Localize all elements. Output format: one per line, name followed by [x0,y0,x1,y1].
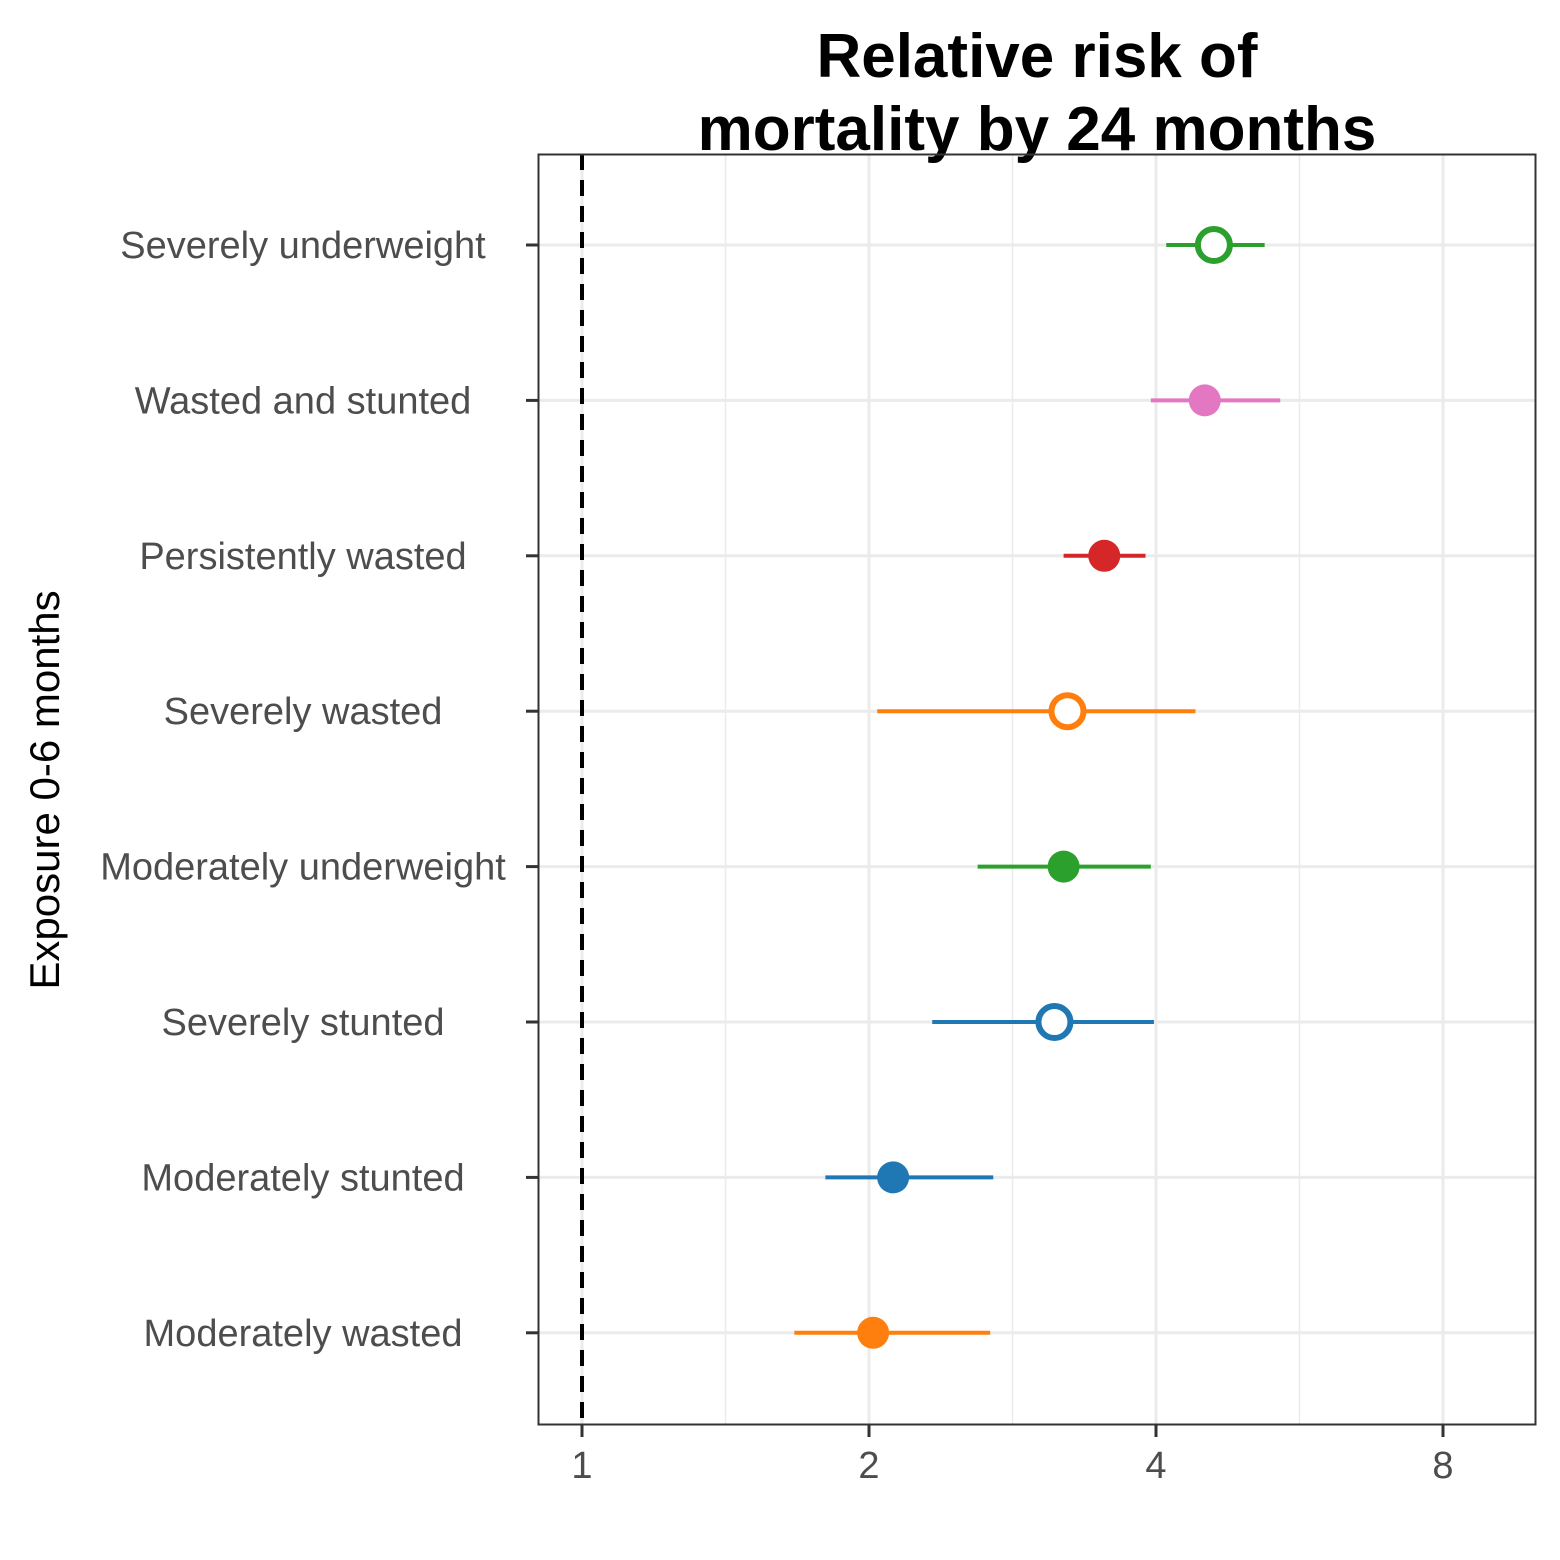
x-axis: 1 2 4 8 [571,1425,1454,1487]
x-tick-label: 8 [1432,1445,1453,1487]
x-tick-label: 1 [571,1445,592,1487]
y-axis: Severely underweight Wasted and stunted Pe… [100,225,538,1355]
plot-panel-border [537,153,1537,1426]
data-marks [794,226,1281,1349]
y-tick-label: Severely wasted [164,691,443,733]
y-tick-label: Wasted and stunted [135,380,472,422]
point-estimate [1047,850,1080,883]
point-estimate [1048,692,1087,731]
y-tick-label: Moderately wasted [144,1313,463,1355]
chart-title-line-1: Relative risk of [816,22,1257,91]
y-tick-label: Severely underweight [120,225,486,267]
chart-title-line-2: mortality by 24 months [698,95,1377,164]
point-estimate [1035,1003,1074,1041]
y-tick-label: Severely stunted [161,1002,444,1044]
point-estimate [1088,539,1121,572]
y-tick-label: Persistently wasted [139,536,466,578]
point-estimate [877,1161,910,1194]
y-tick-label: Moderately underweight [100,847,506,889]
x-tick-label: 2 [858,1445,879,1487]
point-estimate [1188,384,1221,417]
y-tick-label: Moderately stunted [141,1157,464,1199]
y-axis-title: Exposure 0-6 months [21,590,68,989]
grid-lines [538,154,1536,1425]
point-estimate [1194,226,1233,264]
point-estimate [857,1316,890,1349]
x-tick-label: 4 [1145,1445,1166,1487]
